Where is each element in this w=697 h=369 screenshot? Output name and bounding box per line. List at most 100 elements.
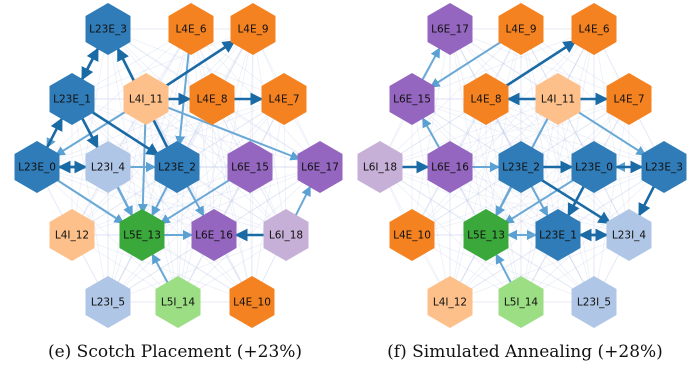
background-edge: [107, 98, 147, 303]
node-group: L6E_17 L4E_9 L4E_6 L6E_15 L4E_8 L4I_11 L4E_7 L6…: [357, 3, 687, 328]
background-edge: [251, 98, 285, 303]
node-l4e-7: L4E_7: [606, 73, 652, 125]
background-edge: [190, 28, 253, 303]
node-label: L4E_9: [237, 24, 268, 36]
background-edge: [379, 28, 522, 168]
background-edge: [107, 28, 287, 236]
panel-simulated-annealing: L6E_17 L4E_9 L4E_6 L6E_15 L4E_8 L4I_11 L4E_7 L6…: [357, 3, 687, 362]
node-label: L6E_16: [195, 230, 233, 242]
node-l4e-9: L4E_9: [230, 3, 276, 55]
background-edge: [71, 28, 192, 236]
node-l4i-12: L4I_12: [427, 276, 473, 328]
node-hexagon: [535, 209, 581, 261]
node-hexagon: [119, 209, 165, 261]
node-hexagon: [229, 276, 275, 328]
node-hexagon: [535, 73, 581, 125]
background-edge: [485, 28, 522, 236]
edge-strong-L4E_8-to-L4E_6: [502, 39, 577, 90]
node-l6e-16: L6E_16: [427, 141, 473, 193]
background-edge: [213, 28, 254, 236]
node-hexagon: [606, 73, 652, 125]
node-l23i-4: L23I_4: [85, 141, 131, 193]
node-l5e-13: L5E_13: [119, 209, 165, 261]
background-edge: [36, 166, 287, 236]
background-edge: [557, 28, 595, 236]
node-l23i-5: L23I_5: [85, 276, 131, 328]
edge-L6E_15-to-L5E_13: [159, 176, 234, 225]
background-edge: [411, 98, 665, 168]
background-edge: [449, 28, 522, 303]
node-label: L6E_15: [231, 162, 269, 174]
node-label: L4E_7: [268, 94, 299, 106]
node-hexagon: [154, 141, 200, 193]
background-edge: [593, 98, 630, 303]
node-label: L6I_18: [269, 230, 303, 242]
node-hexagon: [85, 3, 131, 55]
node-l23e-0: L23E_0: [14, 141, 60, 193]
background-edge: [379, 98, 559, 168]
node-hexagon: [571, 3, 617, 55]
node-label: L4E_6: [578, 24, 609, 36]
background-edge: [190, 28, 287, 236]
edge-strong-L23E_1-to-L23I_4: [80, 116, 99, 149]
node-label: L6E_16: [431, 162, 469, 174]
background-edge: [107, 234, 287, 303]
node-label: L4I_11: [541, 94, 575, 106]
edge-strong-L4I_11-to-L4E_9: [161, 39, 236, 90]
edge-L6I_18-to-L6E_17: [294, 185, 312, 218]
node-label: L23E_3: [645, 162, 683, 174]
node-l4e-8: L4E_8: [189, 73, 235, 125]
node-label: L6E_17: [431, 24, 469, 36]
background-edge: [411, 28, 595, 236]
panel-scotch-placement: L23E_3 L4E_6 L4E_9 L23E_1 L4I_11 L4E_8 L4E_7 L2…: [14, 3, 343, 362]
background-edge: [71, 98, 253, 303]
node-hexagon: [606, 209, 652, 261]
background-edge: [36, 28, 192, 168]
node-l4e-8: L4E_8: [463, 73, 509, 125]
node-l4e-7: L4E_7: [261, 73, 307, 125]
edge-L5I_14-to-L5E_13: [495, 253, 513, 285]
node-l4i-11: L4I_11: [535, 73, 581, 125]
node-hexagon: [463, 209, 509, 261]
node-l23e-1: L23E_1: [535, 209, 581, 261]
background-edge: [449, 98, 487, 303]
background-edge: [71, 98, 321, 168]
node-l5i-14: L5I_14: [498, 276, 544, 328]
node-label: L4E_10: [233, 297, 271, 309]
background-edge: [177, 98, 285, 303]
node-label: L23I_5: [91, 297, 125, 309]
node-l23e-1: L23E_1: [49, 73, 95, 125]
node-label: L5E_13: [123, 230, 161, 242]
background-edge: [379, 166, 559, 236]
node-label: L4I_11: [129, 94, 163, 106]
node-label: L23E_0: [575, 162, 613, 174]
background-edge: [145, 98, 253, 303]
node-label: L23I_4: [612, 230, 647, 242]
background-edge: [141, 28, 192, 236]
node-label: L4E_8: [196, 94, 227, 106]
edge-strong-L23E_0-to-L23E_1: [45, 117, 64, 150]
node-hexagon: [230, 3, 276, 55]
node-l4e-10: L4E_10: [389, 209, 435, 261]
node-l23i-5: L23I_5: [571, 276, 617, 328]
node-hexagon: [389, 73, 435, 125]
node-l6e-16: L6E_16: [191, 209, 237, 261]
edge-L6E_16-to-L6E_15: [421, 117, 442, 150]
node-l6i-18: L6I_18: [263, 209, 309, 261]
node-label: L6E_17: [301, 162, 339, 174]
node-hexagon: [427, 276, 473, 328]
edge-strong-L23E_2-to-L23I_4: [537, 176, 612, 225]
background-edge: [211, 98, 253, 303]
node-l4e-6: L4E_6: [571, 3, 617, 55]
edge-L23E_0-to-L5E_13: [53, 177, 125, 224]
background-edge: [411, 166, 665, 236]
node-l6e-17: L6E_17: [297, 141, 343, 193]
background-edge: [71, 28, 254, 236]
background-edge: [141, 166, 321, 236]
background-edge: [71, 166, 251, 236]
node-group: L23E_3 L4E_6 L4E_9 L23E_1 L4I_11 L4E_8 L4E_7 L2…: [14, 3, 343, 328]
node-label: L6I_18: [363, 162, 397, 174]
node-label: L5I_14: [504, 297, 539, 309]
node-hexagon: [261, 73, 307, 125]
